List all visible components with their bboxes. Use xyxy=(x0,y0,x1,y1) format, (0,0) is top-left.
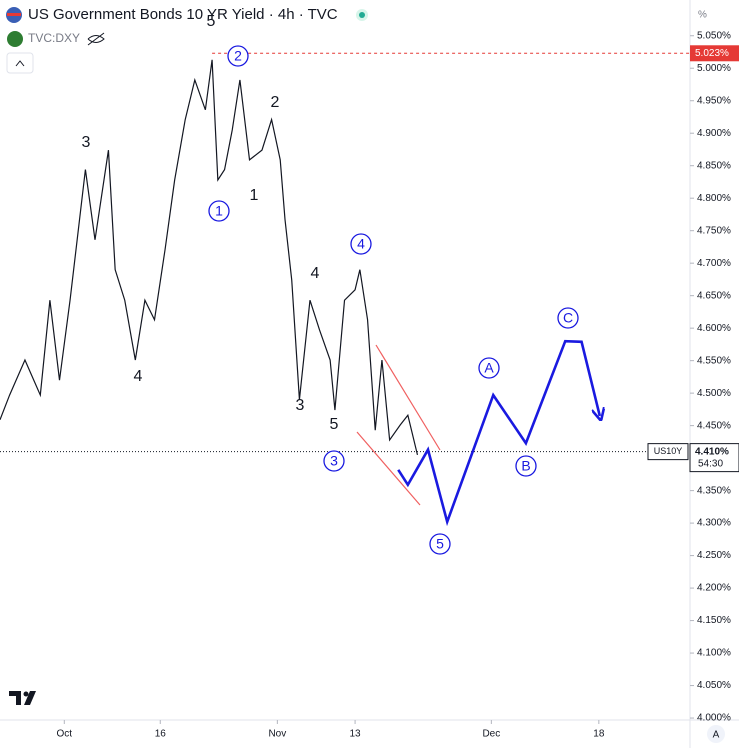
chart-title: US Government Bonds 10 YR Yield · 4h · T… xyxy=(28,6,338,23)
wave-label: 4 xyxy=(134,368,143,385)
y-tick-label: 4.100% xyxy=(697,648,731,659)
y-tick-label: 5.000% xyxy=(697,63,731,74)
collapse-button[interactable] xyxy=(6,52,34,74)
y-tick-label: 5.050% xyxy=(697,30,731,41)
ticker-label: US10Y xyxy=(654,446,683,456)
wave-circle xyxy=(350,233,372,255)
scale-button[interactable] xyxy=(707,725,725,743)
wave-label: 1 xyxy=(215,203,223,219)
y-tick-label: 4.650% xyxy=(697,290,731,301)
series-line xyxy=(397,339,600,527)
y-tick-label: 4.200% xyxy=(697,583,731,594)
hide-icon[interactable] xyxy=(87,32,105,46)
price-tag-label: 5.023% xyxy=(695,48,729,59)
y-tick-label: 4.350% xyxy=(697,485,731,496)
flag-icon xyxy=(7,13,21,16)
price-tag-label: 4.410% xyxy=(695,446,729,457)
wave-label: 3 xyxy=(296,397,305,414)
y-tick-label: 4.900% xyxy=(697,128,731,139)
y-tick-label: 4.950% xyxy=(697,95,731,106)
trendline xyxy=(375,344,441,451)
wave-circle xyxy=(515,455,537,477)
y-tick-label: 4.500% xyxy=(697,388,731,399)
y-tick-label: 4.750% xyxy=(697,225,731,236)
wave-circle xyxy=(323,450,345,472)
x-tick-label: Nov xyxy=(268,729,286,740)
countdown: 54:30 xyxy=(698,458,723,469)
wave-label: 3 xyxy=(330,453,338,469)
symbol-icon xyxy=(7,31,23,47)
y-tick-label: 4.150% xyxy=(697,615,731,626)
wave-circle xyxy=(478,357,500,379)
series-line xyxy=(0,59,419,456)
wave-label: 5 xyxy=(207,13,216,30)
wave-label: C xyxy=(563,310,573,326)
price-tag xyxy=(689,443,739,473)
x-tick-label: Dec xyxy=(482,729,500,740)
y-tick-label: 4.000% xyxy=(697,713,731,724)
wave-circle xyxy=(429,533,451,555)
y-tick-label: 4.600% xyxy=(697,323,731,334)
x-tick-label: Oct xyxy=(57,729,73,740)
y-tick-label: 4.250% xyxy=(697,550,731,561)
wave-label: A xyxy=(484,360,494,376)
y-tick-label: 4.850% xyxy=(697,160,731,171)
trendline xyxy=(356,431,421,506)
price-tag xyxy=(690,45,739,62)
wave-label: 4 xyxy=(357,236,365,252)
wave-label: 5 xyxy=(436,536,444,552)
y-tick-label: 4.700% xyxy=(697,258,731,269)
logo xyxy=(23,691,29,697)
status-dot xyxy=(359,12,365,18)
collapse-icon xyxy=(15,60,25,67)
x-tick-label: 18 xyxy=(593,729,605,740)
wave-label: 3 xyxy=(82,134,91,151)
wave-label: 4 xyxy=(311,265,320,282)
wave-label: 2 xyxy=(234,48,242,64)
wave-circle xyxy=(227,45,249,67)
symbol: TVC:DXY xyxy=(28,31,80,45)
wave-label: B xyxy=(521,458,530,474)
ticker-tag xyxy=(647,443,689,461)
y-tick-label: 4.300% xyxy=(697,518,731,529)
wave-label: 2 xyxy=(271,94,280,111)
x-tick-label: 13 xyxy=(350,729,362,740)
y-tick-label: 4.800% xyxy=(697,193,731,204)
scale-mode[interactable]: A xyxy=(713,730,720,741)
wave-label: 5 xyxy=(330,416,339,433)
wave-circle xyxy=(208,200,230,222)
y-tick-label: 4.550% xyxy=(697,355,731,366)
wave-label: 1 xyxy=(250,187,259,204)
x-tick-label: 16 xyxy=(155,729,167,740)
y-tick-label: 4.050% xyxy=(697,680,731,691)
axis-unit: % xyxy=(698,10,707,21)
wave-circle xyxy=(557,307,579,329)
y-tick-label: 4.450% xyxy=(697,420,731,431)
logo xyxy=(9,691,36,705)
